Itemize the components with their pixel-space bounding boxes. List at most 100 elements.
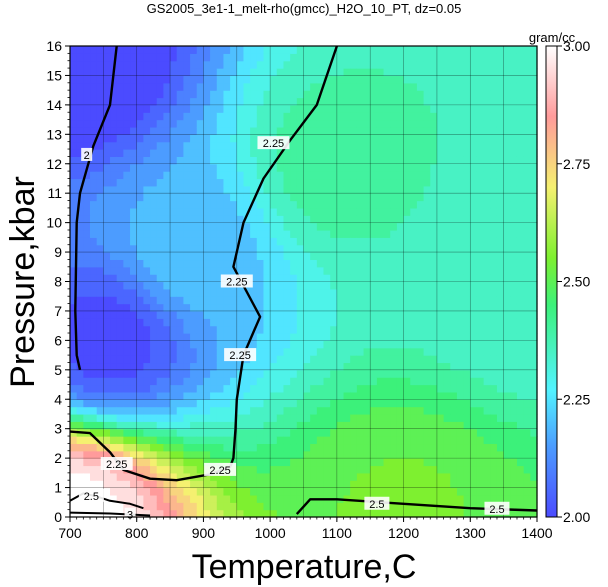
y-tick-label: 10 [46,215,62,231]
density-cell [90,502,98,511]
density-cell [143,90,151,99]
density-cell [410,450,418,459]
density-cell [203,340,211,349]
density-cell [303,362,311,371]
density-cell [130,377,138,386]
density-cell [83,303,91,312]
density-cell [483,75,491,84]
density-cell [410,97,418,106]
density-cell [210,178,218,187]
density-cell [403,421,411,430]
density-cell [250,90,258,99]
density-cell [423,266,431,275]
density-cell [190,281,198,290]
density-cell [523,325,531,334]
density-cell [516,421,525,430]
density-cell [423,333,431,341]
density-cell [363,259,371,268]
density-cell [443,406,451,415]
density-cell [170,413,178,422]
density-cell [303,450,311,459]
density-cell [303,465,311,474]
density-cell [383,288,391,297]
density-cell [336,436,345,445]
density-cell [530,259,538,268]
density-cell [383,75,391,84]
x-tick-label: 700 [58,525,82,541]
density-cell [323,75,331,84]
density-cell [303,126,311,135]
density-cell [396,200,405,209]
density-cell [210,274,218,283]
density-cell [463,281,471,290]
density-cell [230,149,238,157]
density-cell [416,119,425,128]
density-cell [90,399,98,408]
density-cell [270,318,278,327]
density-cell [190,369,198,378]
density-cell [496,244,505,253]
density-cell [123,229,131,238]
density-cell [510,156,518,165]
density-cell [490,362,498,371]
density-cell [210,163,218,172]
density-cell [503,156,511,165]
density-cell [316,60,325,69]
density-cell [436,281,445,290]
density-cell [76,391,84,400]
density-cell [90,436,98,445]
density-cell [103,310,111,319]
density-cell [316,487,325,496]
density-cell [203,259,211,268]
density-cell [443,362,451,371]
density-cell [276,46,285,54]
density-cell [283,112,291,121]
density-cell [323,82,331,91]
density-cell [356,458,365,467]
density-cell [330,450,338,459]
density-cell [256,406,265,415]
density-cell [416,472,425,481]
density-cell [336,428,345,437]
density-cell [130,90,138,99]
density-cell [210,68,218,77]
density-cell [390,126,398,135]
density-cell [83,112,91,121]
density-cell [403,274,411,283]
density-cell [283,244,291,253]
density-cell [496,450,505,459]
density-cell [243,502,251,511]
density-cell [156,443,164,452]
density-cell [450,288,458,297]
density-cell [236,472,245,481]
density-cell [370,60,378,69]
density-cell [490,458,498,467]
density-cell [523,244,531,253]
density-cell [396,75,405,84]
density-cell [143,266,151,275]
density-cell [423,428,431,437]
density-cell [470,149,478,157]
density-cell [336,178,345,187]
density-cell [303,82,311,91]
density-cell [290,340,298,349]
density-cell [116,171,124,180]
density-cell [196,97,205,106]
density-cell [256,296,265,305]
density-cell [176,97,185,106]
density-cell [363,178,371,187]
density-cell [516,237,525,246]
density-cell [296,436,305,445]
density-cell [403,296,411,305]
density-cell [496,413,505,422]
density-cell [176,185,185,194]
density-cell [503,200,511,209]
density-cell [376,141,385,150]
density-cell [170,237,178,246]
density-cell [163,310,171,319]
density-cell [283,75,291,84]
density-cell [290,288,298,297]
density-cell [383,200,391,209]
density-cell [450,399,458,408]
density-cell [116,333,124,341]
